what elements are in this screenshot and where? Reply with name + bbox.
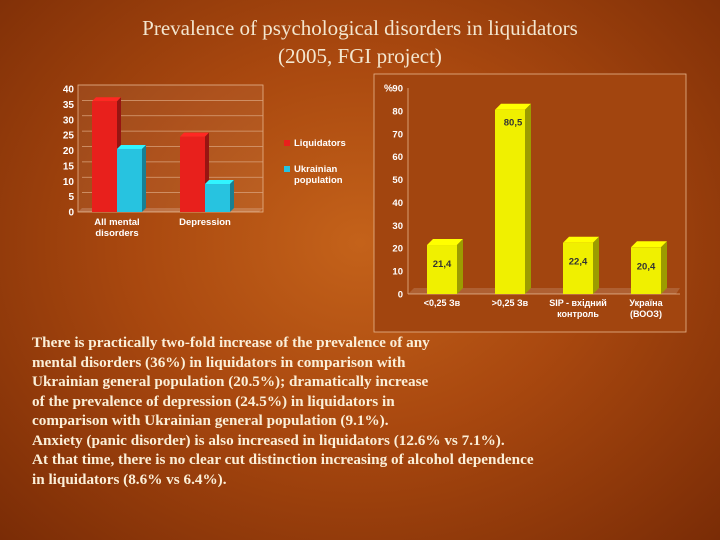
bar-top	[563, 236, 599, 243]
bar-liquidators	[92, 101, 117, 212]
y-tick-label: 15	[63, 161, 75, 172]
body-line: mental disorders (36%) in liquidators in…	[32, 353, 406, 371]
title-line-1: Prevalence of psychological disorders in…	[142, 16, 578, 40]
legend-label: Liquidators	[294, 138, 346, 149]
bar	[427, 245, 457, 294]
slide-title: Prevalence of psychological disorders in…	[0, 14, 720, 70]
x-tick-label: SIP - вхідний	[549, 298, 607, 308]
y-tick-label: 90	[392, 84, 403, 95]
bar-ukrainian	[205, 184, 230, 212]
y-axis-label: %	[384, 84, 393, 95]
x-tick-label: (ВООЗ)	[630, 309, 662, 319]
bar-side	[661, 241, 667, 294]
x-tick-label: All mental	[94, 217, 139, 228]
legend-swatch	[284, 140, 290, 146]
y-tick-label: 35	[63, 100, 75, 111]
y-tick-label: 40	[63, 85, 75, 96]
bar-top	[427, 239, 463, 246]
y-tick-label: 20	[63, 146, 75, 157]
bar-ukrainian	[117, 148, 142, 212]
body-line: comparison with Ukrainian general popula…	[32, 412, 389, 429]
data-label: 20,4	[637, 261, 656, 272]
y-tick-label: 60	[392, 152, 403, 163]
bar	[631, 247, 661, 294]
body-line: There is practically two-fold increase o…	[32, 334, 430, 351]
y-tick-label: 10	[63, 177, 75, 188]
x-tick-label: контроль	[557, 309, 599, 319]
data-label: 22,4	[569, 257, 588, 268]
y-tick-label: 70	[392, 129, 403, 140]
bar-side	[525, 103, 531, 294]
y-tick-label: 80	[392, 106, 403, 117]
body-line: Ukrainian general population (20.5%); dr…	[32, 373, 429, 390]
bar-top	[631, 241, 667, 248]
bar-top	[495, 103, 531, 110]
y-tick-label: 0	[398, 290, 403, 301]
chart-dose-groups: 0 10 20 30 40 50 60 70 80 90% 21,4 <0,25 Зв 80,5 >0,2…	[373, 73, 687, 333]
y-tick-label: 25	[63, 131, 75, 142]
bar	[495, 109, 525, 294]
data-label: 80,5	[504, 118, 523, 129]
bar-side	[593, 236, 599, 294]
bar-ukrainian-top	[205, 180, 234, 185]
body-text: There is practically two-fold increase o…	[32, 333, 712, 489]
floor	[408, 288, 680, 294]
y-tick-label: 40	[392, 198, 403, 209]
legend-label: population	[294, 175, 343, 186]
y-tick-label: 0	[68, 208, 74, 219]
body-line: At that time, there is no clear cut dist…	[32, 451, 534, 468]
y-tick-label: 20	[392, 244, 403, 255]
x-tick-label: Depression	[179, 217, 231, 228]
title-line-2: (2005, FGI project)	[278, 44, 442, 68]
x-tick-label: >0,25 Зв	[492, 298, 529, 308]
y-tick-label: 10	[392, 267, 403, 278]
bar-liquidators	[180, 136, 205, 212]
x-tick-label: <0,25 Зв	[424, 298, 461, 308]
y-tick-label: 30	[63, 115, 75, 126]
y-tick-label: 50	[392, 175, 403, 186]
x-tick-label: Україна	[629, 298, 663, 308]
body-line: in liquidators (8.6% vs 6.4%).	[32, 470, 227, 488]
bar-ukrainian-side	[142, 144, 146, 212]
y-tick-label: 30	[392, 221, 403, 232]
bar-ukrainian-side	[230, 180, 234, 212]
bar-liquidators-top	[180, 132, 209, 137]
x-tick-label: disorders	[95, 228, 138, 239]
bar-ukrainian-top	[117, 144, 146, 149]
y-tick-label: 5	[68, 192, 74, 203]
body-line: Anxiety (panic disorder) is also increas…	[32, 431, 505, 449]
bar-side	[457, 239, 463, 294]
legend-swatch	[284, 166, 290, 172]
bar-liquidators-top	[92, 97, 121, 102]
data-label: 21,4	[433, 259, 452, 270]
bar	[563, 242, 593, 294]
body-line: of the prevalence of depression (24.5%) …	[32, 392, 395, 410]
legend-label: Ukrainian	[294, 164, 337, 175]
